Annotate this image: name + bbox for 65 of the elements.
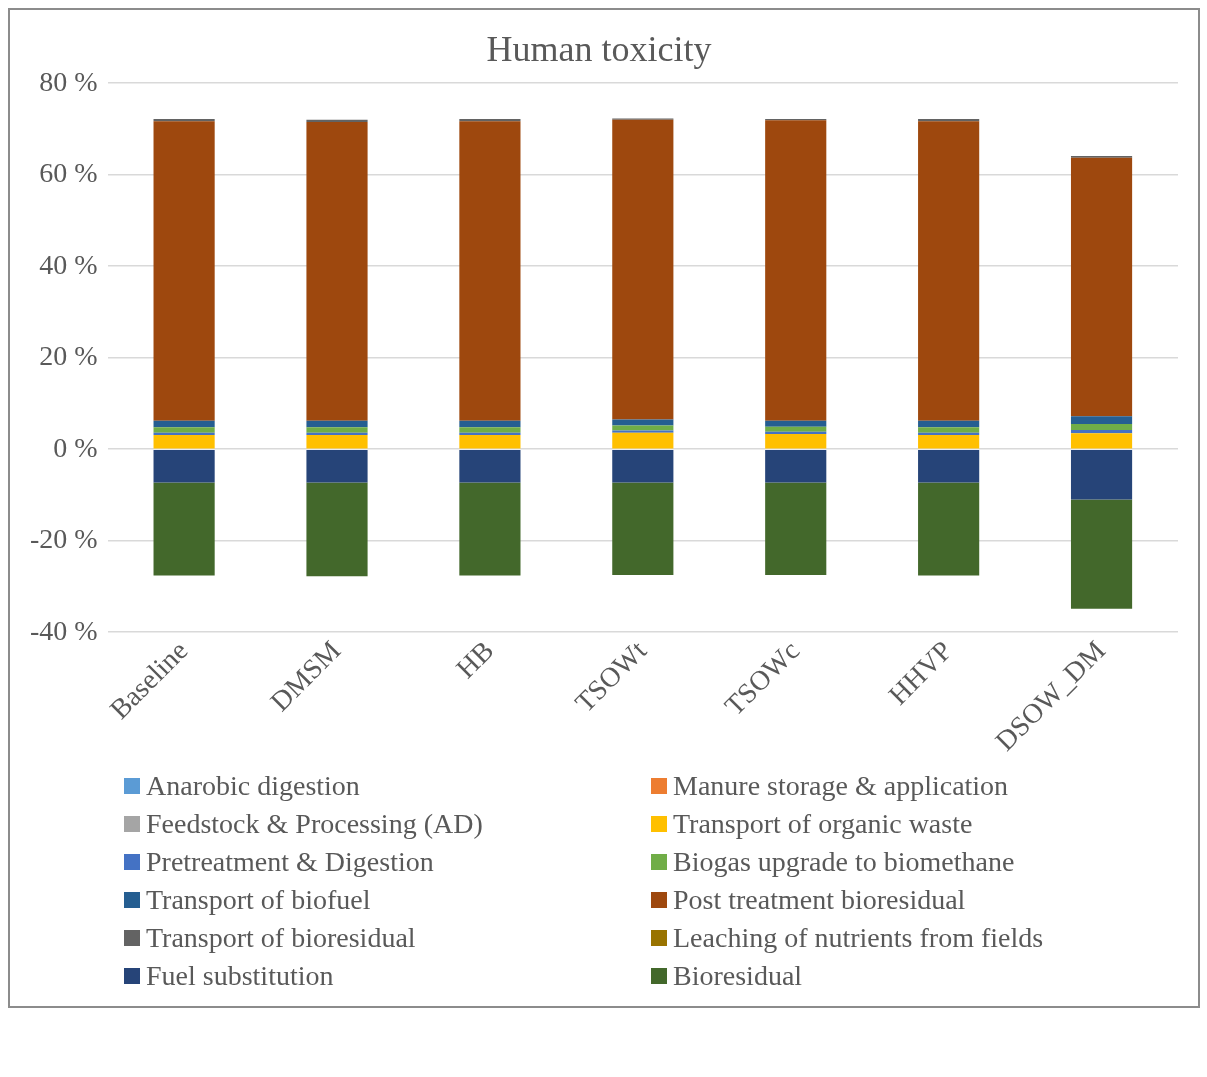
legend-label: Feedstock & Processing (AD) (146, 808, 483, 840)
bar (612, 482, 674, 575)
y-tick-label: -20 % (29, 523, 98, 555)
bar (1070, 449, 1133, 500)
bar (918, 434, 980, 449)
bar (1070, 416, 1133, 424)
bar (918, 427, 980, 433)
y-tick-label: 20 % (39, 340, 98, 372)
bar (918, 121, 980, 421)
bar (153, 420, 215, 428)
legend-label: Leaching of nutrients from fields (673, 922, 1044, 954)
bar (612, 449, 674, 483)
legend-label: Transport of biofuel (146, 884, 371, 916)
chart-title: Human toxicity (486, 29, 712, 70)
legend-label: Biogas upgrade to biomethane (673, 846, 1015, 878)
bar (765, 426, 827, 432)
x-tick-label: HB (449, 634, 500, 684)
bar (306, 122, 368, 421)
y-tick-label: 40 % (39, 248, 98, 280)
bar (765, 482, 827, 575)
legend-label: Bioresidual (673, 960, 803, 992)
y-tick-label: 60 % (39, 157, 98, 189)
bar (1070, 433, 1133, 449)
bar (153, 449, 215, 483)
bar (153, 434, 215, 449)
legend-label: Transport of organic waste (673, 808, 973, 840)
bar (765, 434, 827, 449)
bar (153, 427, 215, 433)
bar (612, 425, 674, 431)
bar (153, 121, 215, 421)
legend-label: Manure storage & application (673, 770, 1009, 802)
bar (1070, 499, 1133, 609)
bar (459, 420, 521, 428)
bar (918, 449, 980, 483)
bar (612, 419, 674, 426)
bar (765, 449, 827, 483)
bar (612, 430, 674, 433)
bar (459, 427, 521, 433)
bar (306, 434, 368, 449)
bar (1070, 429, 1133, 434)
bar (306, 427, 368, 433)
bar (306, 449, 368, 483)
bar (1070, 157, 1133, 417)
bar (1070, 424, 1133, 430)
bar (459, 449, 521, 483)
bar (765, 120, 827, 421)
legend-label: Fuel substitution (146, 960, 334, 992)
bar (612, 119, 674, 420)
y-tick-label: 80 % (39, 65, 98, 97)
bar (153, 482, 215, 576)
bar (918, 482, 980, 576)
y-tick-label: 0 % (53, 431, 98, 463)
bar (306, 482, 368, 577)
bar (459, 434, 521, 449)
bar (306, 420, 368, 428)
y-tick-label: -40 % (29, 614, 98, 646)
bar (459, 482, 521, 576)
legend-label: Anarobic digestion (146, 770, 360, 802)
bar (612, 432, 674, 449)
legend-label: Transport of bioresidual (146, 922, 416, 954)
bar (765, 420, 827, 427)
bar (459, 121, 521, 421)
legend-label: Post treatment bioresidual (673, 884, 966, 916)
legend-label: Pretreatment & Digestion (146, 846, 434, 878)
bar (918, 420, 980, 428)
